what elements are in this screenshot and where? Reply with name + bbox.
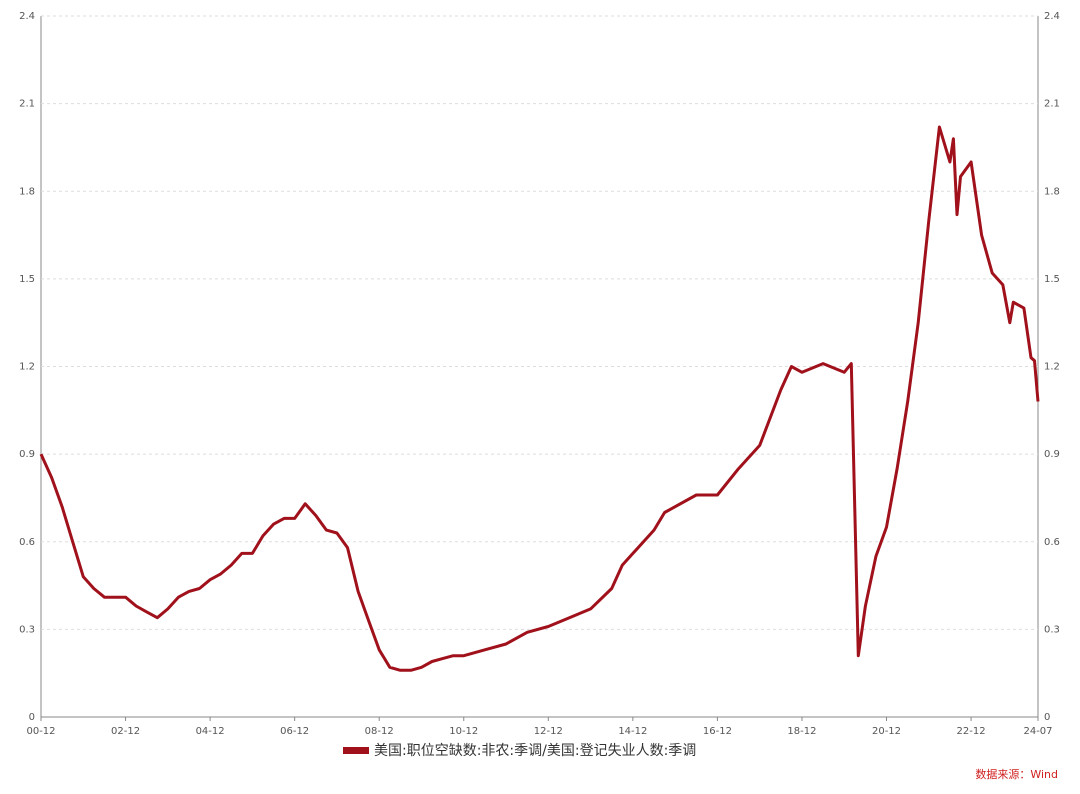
source-note: 数据来源：Wind bbox=[975, 767, 1058, 781]
x-tick-label: 14-12 bbox=[618, 726, 647, 737]
y-tick-label: 1.8 bbox=[19, 186, 35, 197]
x-tick-label: 12-12 bbox=[534, 726, 563, 737]
y-tick-label: 0.6 bbox=[19, 537, 35, 548]
legend-swatch bbox=[343, 747, 369, 754]
x-tick-label: 08-12 bbox=[365, 726, 394, 737]
x-tick-label: 02-12 bbox=[111, 726, 140, 737]
y2-tick-label: 0.9 bbox=[1044, 449, 1060, 460]
x-tick-label: 00-12 bbox=[26, 726, 55, 737]
y2-tick-label: 1.8 bbox=[1044, 186, 1060, 197]
y-tick-label: 2.1 bbox=[19, 99, 35, 110]
y-tick-label: 2.4 bbox=[19, 11, 35, 22]
x-tick-label: 20-12 bbox=[872, 726, 901, 737]
y-tick-label: 1.2 bbox=[19, 362, 35, 373]
y-tick-label: 1.5 bbox=[19, 274, 35, 285]
y2-tick-label: 1.2 bbox=[1044, 362, 1060, 373]
y2-tick-label: 2.4 bbox=[1044, 11, 1060, 22]
x-tick-label: 10-12 bbox=[449, 726, 478, 737]
x-tick-label: 24-07 bbox=[1023, 726, 1052, 737]
y2-tick-label: 0 bbox=[1044, 712, 1050, 723]
y-tick-label: 0 bbox=[29, 712, 35, 723]
y2-tick-label: 0.3 bbox=[1044, 624, 1060, 635]
data-line bbox=[39, 125, 1040, 672]
y-tick-label: 0.9 bbox=[19, 449, 35, 460]
x-tick-label: 04-12 bbox=[196, 726, 225, 737]
x-tick-label: 22-12 bbox=[957, 726, 986, 737]
y-tick-label: 0.3 bbox=[19, 624, 35, 635]
y2-tick-label: 0.6 bbox=[1044, 537, 1060, 548]
y2-tick-label: 1.5 bbox=[1044, 274, 1060, 285]
x-tick-label: 18-12 bbox=[787, 726, 816, 737]
x-tick-label: 16-12 bbox=[703, 726, 732, 737]
y2-tick-label: 2.1 bbox=[1044, 99, 1060, 110]
legend-label: 美国:职位空缺数:非农:季调/美国:登记失业人数:季调 bbox=[374, 743, 696, 759]
x-tick-label: 06-12 bbox=[280, 726, 309, 737]
